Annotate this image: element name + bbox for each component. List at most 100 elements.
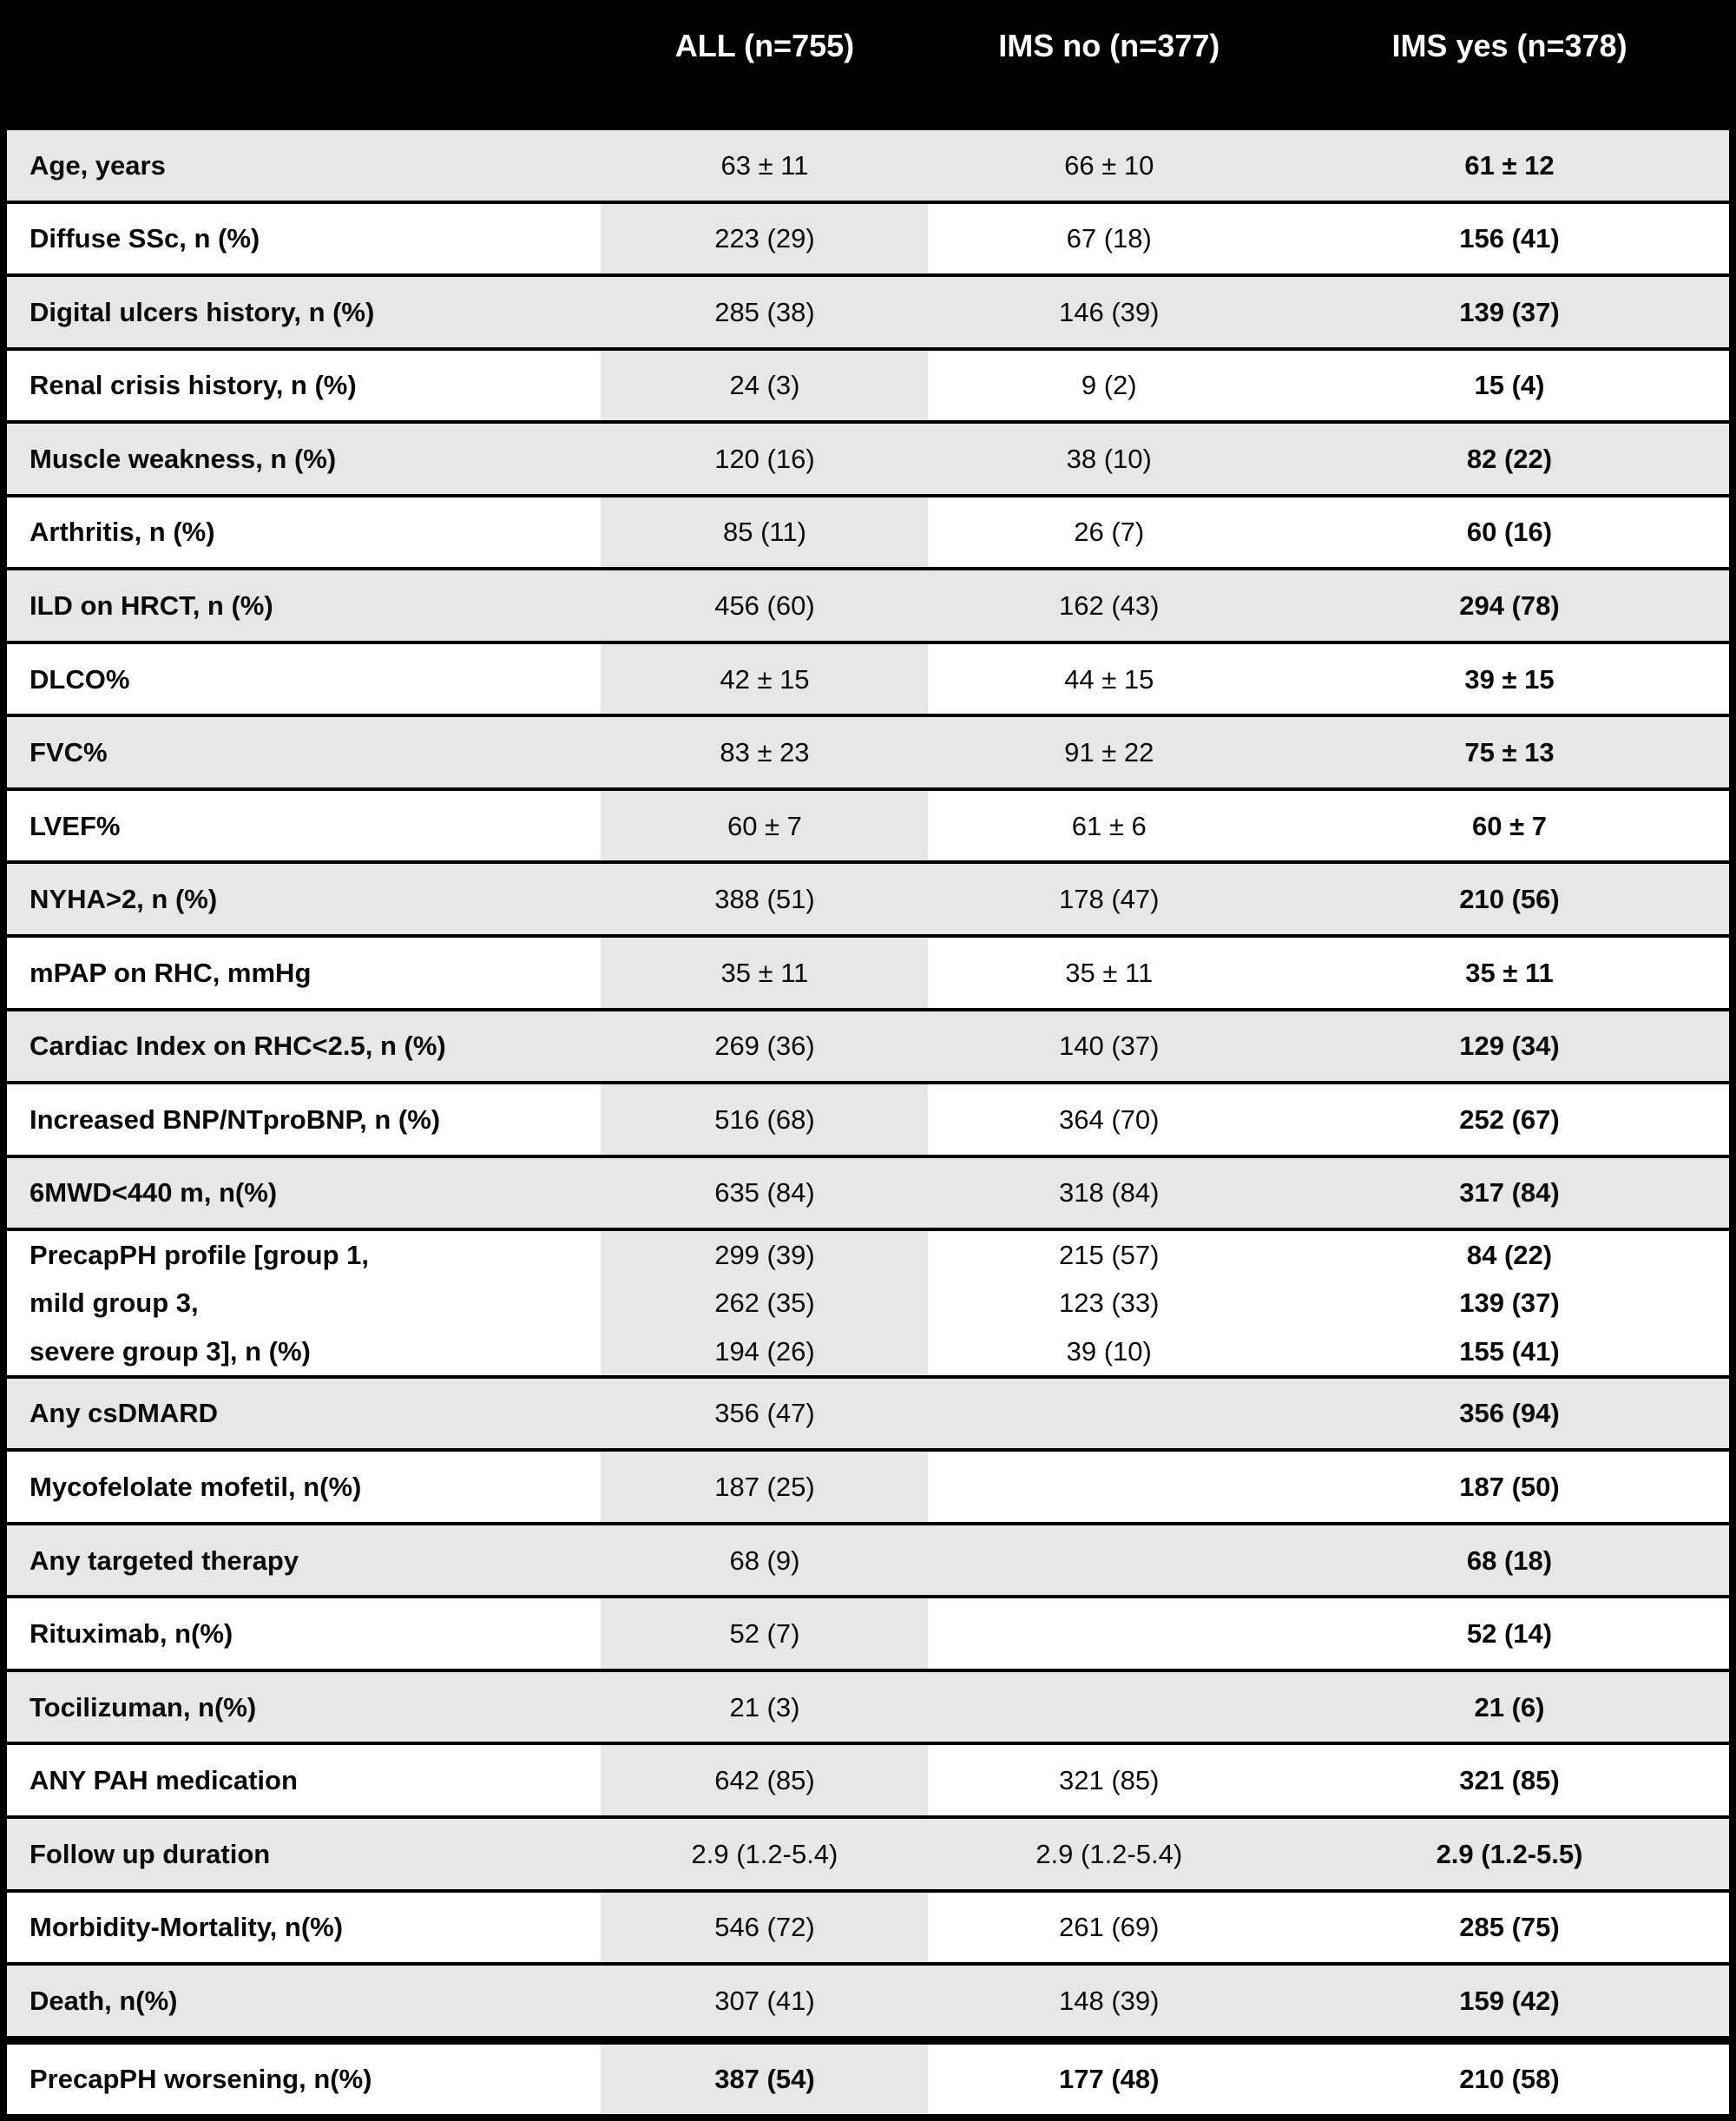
cell-ims-yes: 210 (56) [1459,884,1560,915]
row-label: LVEF% [30,810,121,841]
column-header-ims-yes: IMS yes (n=378) [1391,28,1628,63]
table-row: 6MWD<440 m, n(%) 635 (84) 318 (84) 317 (84) [7,1154,1729,1228]
cell-ims-no: 321 (85) [1059,1765,1160,1796]
cell-all: 642 (85) [601,1745,929,1815]
cell-all: 21 (3) [601,1671,929,1742]
cell-all: 269 (36) [601,1011,929,1082]
row-label: Follow up duration [30,1838,271,1869]
cell-all: 223 (29) [601,203,929,274]
cell-all: 285 (38) [601,277,929,347]
cell-ims-no: 91 ± 22 [1064,737,1154,768]
cell-ims-yes: 75 ± 13 [1464,737,1555,768]
cell-ims-yes: 68 (18) [1466,1545,1553,1576]
cell-all: 546 (72) [601,1892,929,1963]
cell-ims-yes: 60 (16) [1466,517,1553,548]
row-label: PrecapPH worsening, n(%) [30,2064,372,2095]
cell-ims-no: 261 (69) [1059,1912,1160,1943]
row-label: Muscle weakness, n (%) [30,443,337,474]
cell-all: 42 ± 15 [601,643,929,715]
cell-ims-yes: 84 (22) 139 (37) 155 (41) [1459,1240,1560,1367]
cell-ims-yes: 60 ± 7 [1472,810,1547,841]
table-row: DLCO% 42 ± 15 44 ± 15 39 ± 15 [7,640,1729,715]
table-row: Morbidity-Mortality, n(%) 546 (72) 261 (69… [7,1888,1729,1963]
column-header-all: ALL (n=755) [674,28,855,63]
row-label: Rituximab, n(%) [30,1618,233,1650]
cell-ims-no: 38 (10) [1066,443,1152,474]
row-label: Any targeted therapy [30,1545,299,1576]
cell-ims-yes: 321 (85) [1459,1765,1560,1796]
cell-ims-no: 177 (48) [1059,2064,1160,2095]
cell-ims-yes: 82 (22) [1466,443,1553,474]
cell-ims-no: 146 (39) [1059,296,1160,327]
cell-ims-yes: 35 ± 11 [1465,957,1554,988]
row-label: 6MWD<440 m, n(%) [30,1177,278,1209]
cell-all: 83 ± 23 [601,717,929,787]
cell-ims-yes: 39 ± 15 [1464,663,1555,695]
cell-ims-no: 364 (70) [1059,1103,1160,1135]
row-label: Age, years [30,149,166,181]
table-row: Tocilizuman, n(%) 21 (3) 21 (6) [7,1668,1729,1742]
table-row: ANY PAH medication 642 (85) 321 (85) 321 (8… [7,1742,1729,1815]
cell-ims-no: 26 (7) [1074,517,1145,548]
table-row: Follow up duration 2.9 (1.2-5.4) 2.9 (1.2-… [7,1815,1729,1889]
table-row: Any csDMARD 356 (47) 356 (94) [7,1374,1729,1449]
table-row: Cardiac Index on RHC<2.5, n (%) 269 (36) 1… [7,1007,1729,1082]
table-row: mPAP on RHC, mmHg 35 ± 11 35 ± 11 35 ± 11 [7,934,1729,1008]
row-label: NYHA>2, n (%) [30,884,218,915]
cell-ims-yes: 21 (6) [1474,1691,1545,1722]
cell-all: 52 (7) [601,1598,929,1669]
cell-ims-no: 215 (57) 123 (33) 39 (10) [1059,1240,1160,1367]
cell-all: 85 (11) [601,497,929,568]
cell-ims-no: 35 ± 11 [1065,957,1154,988]
cell-all: 635 (84) [601,1157,929,1228]
table-row: FVC% 83 ± 23 91 ± 22 75 ± 13 [7,714,1729,787]
table-row: Renal crisis history, n (%) 24 (3) 9 (2) 15… [7,346,1729,421]
column-header-empty [7,7,601,127]
cell-ims-yes: 187 (50) [1459,1471,1560,1502]
row-label: FVC% [30,737,108,768]
cell-all: 299 (39) 262 (35) 194 (26) [601,1231,929,1375]
cell-ims-no: 140 (37) [1059,1031,1160,1062]
cell-ims-yes: 139 (37) [1459,296,1560,327]
cell-ims-no: 66 ± 10 [1064,149,1154,181]
cell-ims-no: 44 ± 15 [1064,663,1154,695]
row-label: mPAP on RHC, mmHg [30,957,312,988]
cell-ims-yes: 15 (4) [1474,370,1545,401]
row-label: Mycofelolate mofetil, n(%) [30,1471,362,1502]
cell-ims-no: 61 ± 6 [1071,810,1147,841]
table-row: Rituximab, n(%) 52 (7) 52 (14) [7,1595,1729,1669]
table-row: Arthritis, n (%) 85 (11) 26 (7) 60 (16) [7,493,1729,568]
row-label: Tocilizuman, n(%) [30,1691,257,1722]
cell-all: 68 (9) [601,1525,929,1596]
cell-all: 387 (54) [601,2044,929,2115]
cell-ims-yes: 2.9 (1.2-5.5) [1436,1838,1583,1869]
table-row: Digital ulcers history, n (%) 285 (38) 146… [7,273,1729,347]
cell-ims-yes: 294 (78) [1459,590,1560,621]
table-row: LVEF% 60 ± 7 61 ± 6 60 ± 7 [7,787,1729,861]
cell-ims-no: 148 (39) [1059,1985,1160,2016]
table-row: Mycofelolate mofetil, n(%) 187 (25) 187 (5… [7,1448,1729,1522]
cell-ims-yes: 317 (84) [1459,1177,1560,1209]
row-label: Morbidity-Mortality, n(%) [30,1912,344,1943]
cell-all: 2.9 (1.2-5.4) [601,1819,929,1889]
cell-ims-yes: 156 (41) [1459,223,1560,254]
cell-all: 456 (60) [601,570,929,641]
cell-ims-yes: 252 (67) [1459,1103,1560,1135]
cell-ims-yes: 356 (94) [1459,1398,1560,1429]
row-label: Death, n(%) [30,1985,178,2016]
cell-all: 307 (41) [601,1966,929,2036]
cell-ims-no [928,1452,1290,1522]
cell-ims-no [928,1525,1290,1596]
table-row: Death, n(%) 307 (41) 148 (39) 159 (42) [7,1962,1729,2036]
row-label: Diffuse SSc, n (%) [30,223,260,254]
table-row: Muscle weakness, n (%) 120 (16) 38 (10) 82 … [7,420,1729,494]
row-label: Cardiac Index on RHC<2.5, n (%) [30,1031,446,1062]
cell-ims-no: 67 (18) [1066,223,1152,254]
cell-ims-no: 178 (47) [1059,884,1160,915]
table-row: Any targeted therapy 68 (9) 68 (18) [7,1521,1729,1596]
table-row: Increased BNP/NTproBNP, n (%) 516 (68) 364… [7,1081,1729,1155]
table-row: NYHA>2, n (%) 388 (51) 178 (47) 210 (56) [7,860,1729,935]
cell-ims-no: 9 (2) [1081,370,1137,401]
table-row: PrecapPH profile [group 1, mild group 3,… [7,1228,1729,1375]
